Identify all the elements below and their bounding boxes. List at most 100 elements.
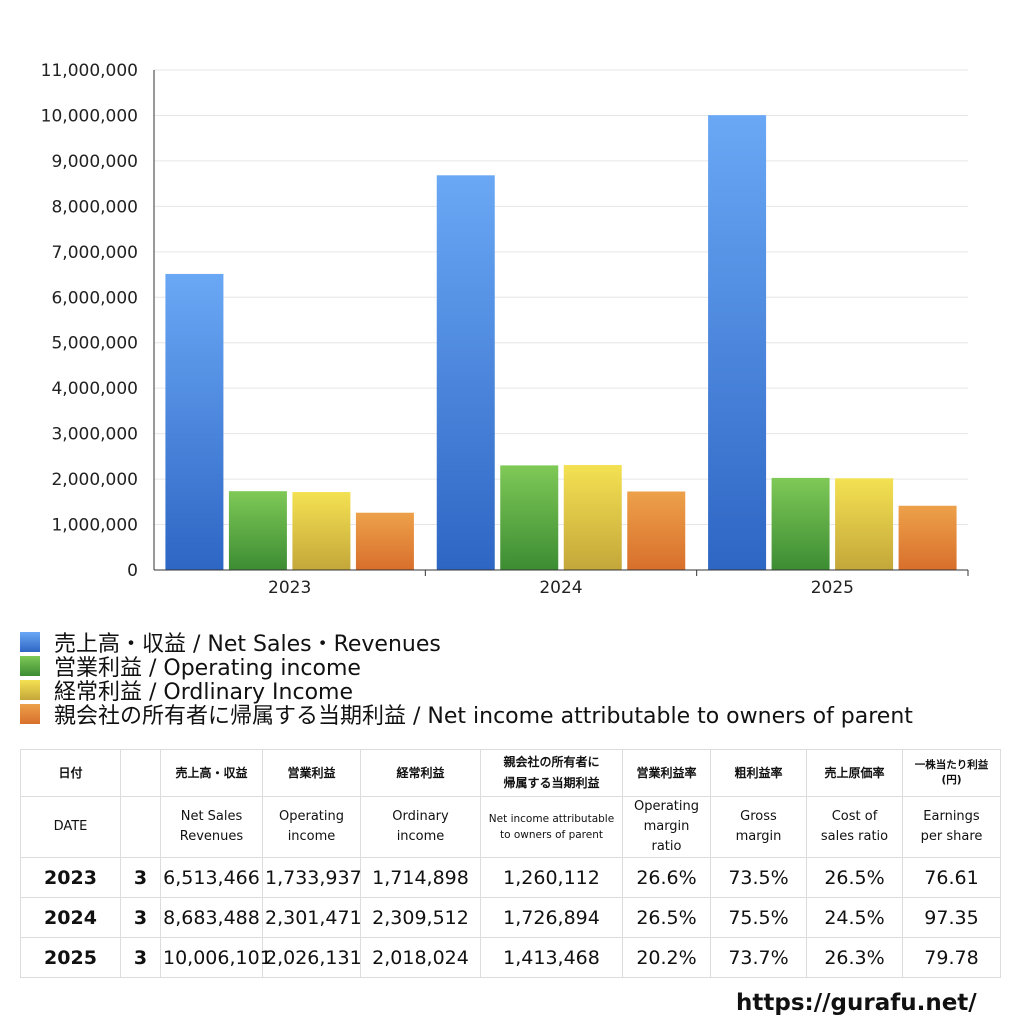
- cell-year: 2024: [20, 897, 121, 938]
- header-gm-jp: 粗利益率: [710, 749, 807, 797]
- header-sales-jp: 売上高・収益: [160, 749, 263, 797]
- y-tick-label: 3,000,000: [51, 425, 138, 445]
- legend-swatch-net-sales: [20, 632, 40, 652]
- cell-op: 1,733,937: [262, 857, 362, 898]
- financial-data-table: 日付 売上高・収益 営業利益 経常利益 親会社の所有者に 帰属する当期利益 営業…: [20, 749, 1001, 978]
- header-eps-jp: 一株当たり利益 (円): [902, 749, 1001, 797]
- cell-opm: 20.2%: [622, 937, 711, 978]
- header-net-en-line2: to owners of parent: [499, 829, 603, 841]
- cell-month: 3: [120, 937, 161, 978]
- cell-net: 1,413,468: [480, 937, 623, 978]
- legend-swatch-ordinary-income: [20, 680, 40, 700]
- y-tick-label: 5,000,000: [51, 334, 138, 354]
- header-net-jp-line1: 親会社の所有者に: [503, 755, 600, 769]
- x-tick-label: 2023: [268, 578, 311, 598]
- y-tick-label: 1,000,000: [51, 516, 138, 536]
- header-eps-en: Earnings per share: [902, 796, 1001, 858]
- cell-cost: 26.3%: [806, 937, 903, 978]
- legend-item-operating-income: 営業利益 / Operating income: [20, 654, 913, 681]
- cell-year: 2025: [20, 937, 121, 978]
- axes: [153, 70, 969, 576]
- header-month-jp: [120, 749, 161, 797]
- bar-2025-series-2: [835, 478, 894, 570]
- header-gm-en: Gross margin: [710, 796, 807, 858]
- cell-ord: 2,309,512: [360, 897, 481, 938]
- header-ord-en: Ordinary income: [360, 796, 481, 858]
- cell-net: 1,726,894: [480, 897, 623, 938]
- cell-month: 3: [120, 857, 161, 898]
- bar-2023-series-1: [228, 491, 287, 570]
- bar-chart: 0 1,000,000 2,000,000 3,000,000 4,000,000 5,0…: [41, 61, 969, 598]
- header-gm-en-line2: margin: [735, 829, 782, 844]
- cell-month: 3: [120, 897, 161, 938]
- bar-2024-series-0: [436, 175, 495, 570]
- header-date-en: DATE: [20, 796, 121, 858]
- header-ord-en-line2: income: [396, 829, 445, 844]
- header-net-jp: 親会社の所有者に 帰属する当期利益: [480, 749, 623, 797]
- legend: 売上高・収益 / Net Sales・Revenues 営業利益 / Opera…: [20, 630, 913, 729]
- cell-gm: 73.7%: [710, 937, 807, 978]
- header-month-en: [120, 796, 161, 858]
- header-eps-en-line1: Earnings: [923, 809, 980, 824]
- y-tick-label: 11,000,000: [41, 61, 138, 81]
- legend-swatch-operating-income: [20, 656, 40, 676]
- grid-lines: [154, 69, 968, 526]
- cell-opm: 26.5%: [622, 897, 711, 938]
- legend-label-ordinary-income: 経常利益 / Ordlinary Income: [54, 680, 353, 705]
- cell-op: 2,026,131: [262, 937, 362, 978]
- header-net-jp-line2: 帰属する当期利益: [503, 776, 600, 790]
- bar-2024-series-1: [500, 465, 559, 570]
- y-tick-label: 2,000,000: [51, 470, 138, 490]
- legend-item-net-income: 親会社の所有者に帰属する当期利益 / Net income attributab…: [20, 702, 913, 729]
- y-tick-label: 0: [127, 561, 138, 581]
- header-opm-en-line3: ratio: [651, 839, 682, 854]
- header-date-jp: 日付: [20, 749, 121, 797]
- cell-gm: 75.5%: [710, 897, 807, 938]
- cell-year: 2023: [20, 857, 121, 898]
- legend-item-ordinary-income: 経常利益 / Ordlinary Income: [20, 678, 913, 705]
- y-tick-label: 9,000,000: [51, 152, 138, 172]
- header-ord-jp: 経常利益: [360, 749, 481, 797]
- table-header-row-jp: 日付 売上高・収益 営業利益 経常利益 親会社の所有者に 帰属する当期利益 営業…: [20, 749, 1001, 797]
- x-tick-label: 2025: [811, 578, 854, 598]
- header-opm-en-line1: Operating: [634, 799, 699, 814]
- cell-sales: 10,006,101: [160, 937, 272, 978]
- cell-ord: 2,018,024: [360, 937, 481, 978]
- header-cost-jp: 売上原価率: [806, 749, 903, 797]
- cell-eps: 76.61: [902, 857, 1001, 898]
- legend-label-operating-income: 営業利益 / Operating income: [54, 656, 361, 681]
- legend-swatch-net-income: [20, 704, 40, 724]
- site-url: https://gurafu.net/: [736, 990, 977, 1016]
- header-cost-en: Cost of sales ratio: [806, 796, 903, 858]
- header-sales-en-line2: Revenues: [179, 829, 244, 844]
- legend-item-net-sales: 売上高・収益 / Net Sales・Revenues: [20, 630, 913, 657]
- header-net-en-line1: Net income attributable: [488, 813, 615, 825]
- header-eps-jp-line1: 一株当たり利益: [914, 759, 989, 771]
- x-axis-ticks: 2023 2024 2025: [268, 578, 854, 598]
- header-gm-en-line1: Gross: [740, 809, 777, 824]
- cell-op: 2,301,471: [262, 897, 362, 938]
- x-tick-label: 2024: [539, 578, 582, 598]
- header-sales-en-line1: Net Sales: [180, 809, 243, 824]
- header-eps-en-line2: per share: [920, 829, 983, 844]
- cell-ord: 1,714,898: [360, 857, 481, 898]
- bar-2025-series-1: [771, 477, 830, 570]
- cell-sales: 8,683,488: [160, 897, 263, 938]
- cell-net: 1,260,112: [480, 857, 623, 898]
- legend-label-net-income: 親会社の所有者に帰属する当期利益 / Net income attributab…: [54, 704, 913, 729]
- y-tick-label: 10,000,000: [41, 106, 138, 126]
- table-row: 2023 3 6,513,466 1,733,937 1,714,898 1,2…: [20, 857, 1001, 898]
- y-tick-label: 6,000,000: [51, 288, 138, 308]
- y-tick-label: 8,000,000: [51, 197, 138, 217]
- header-opm-en-line2: margin: [643, 819, 690, 834]
- bar-2023-series-2: [292, 492, 351, 570]
- cell-cost: 24.5%: [806, 897, 903, 938]
- header-op-en-line1: Operating: [279, 809, 344, 824]
- header-opm-en: Operating margin ratio: [622, 796, 711, 858]
- cell-sales: 6,513,466: [160, 857, 263, 898]
- header-op-jp: 営業利益: [262, 749, 361, 797]
- table-header-row-en: DATE Net Sales Revenues Operating income…: [20, 796, 1001, 858]
- header-opm-jp: 営業利益率: [622, 749, 711, 797]
- y-tick-label: 7,000,000: [51, 243, 138, 263]
- header-cost-en-line2: sales ratio: [820, 829, 889, 844]
